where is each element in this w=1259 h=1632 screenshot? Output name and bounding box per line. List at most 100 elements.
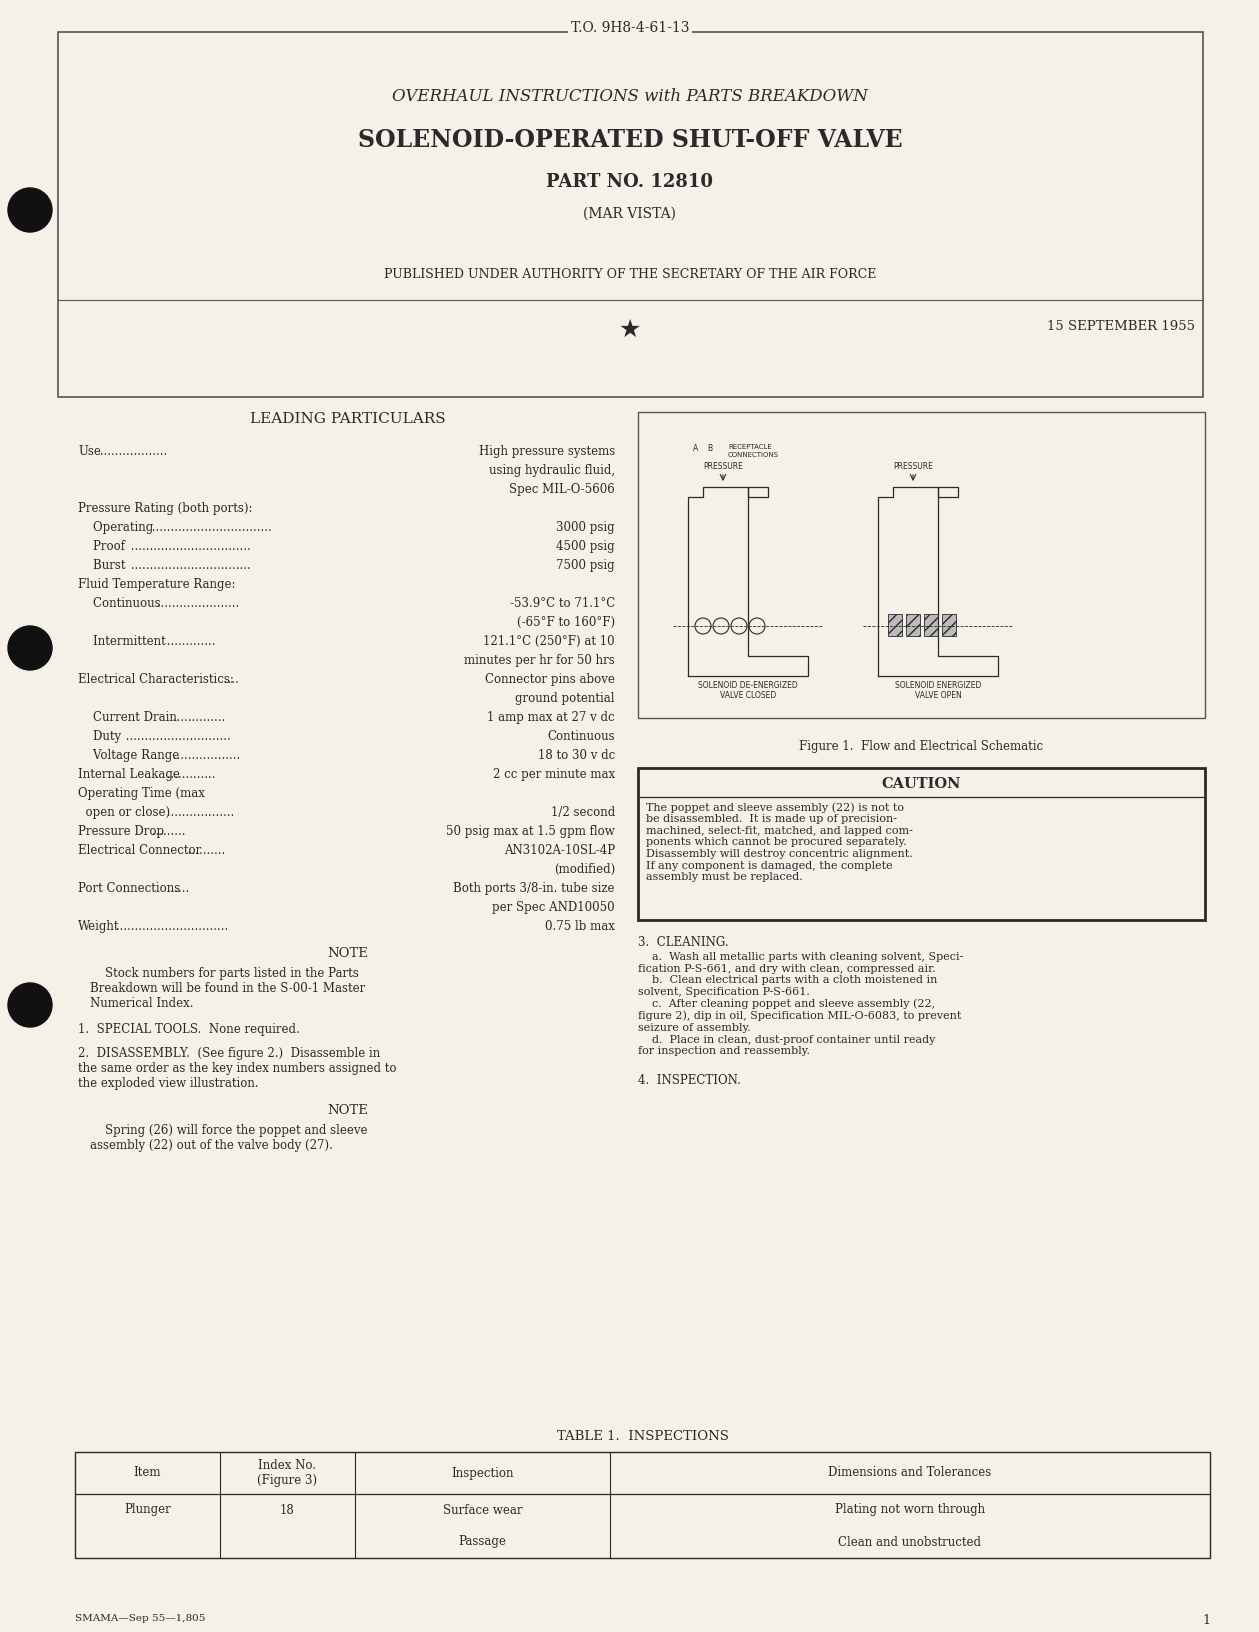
Text: AN3102A-10SL-4P: AN3102A-10SL-4P [504, 844, 614, 857]
Text: SOLENOID ENERGIZED: SOLENOID ENERGIZED [895, 681, 981, 690]
Text: ................................: ................................ [127, 560, 254, 571]
Text: ..............: .............. [169, 712, 229, 725]
Text: CAUTION: CAUTION [881, 777, 962, 792]
Text: (MAR VISTA): (MAR VISTA) [583, 207, 676, 220]
Text: 2.  DISASSEMBLY.  (See figure 2.)  Disassemble in
the same order as the key inde: 2. DISASSEMBLY. (See figure 2.) Disassem… [78, 1048, 397, 1090]
Text: Pressure Drop: Pressure Drop [78, 826, 164, 837]
Text: Operating Time (max: Operating Time (max [78, 787, 205, 800]
Text: ..............................: .............................. [112, 920, 232, 934]
Text: Internal Leakage: Internal Leakage [78, 769, 180, 782]
Text: .............: ............. [164, 769, 219, 782]
Text: per Spec AND10050: per Spec AND10050 [492, 901, 614, 914]
Text: Clean and unobstructed: Clean and unobstructed [838, 1536, 982, 1549]
Text: ..........: .......... [184, 844, 229, 857]
Text: PUBLISHED UNDER AUTHORITY OF THE SECRETARY OF THE AIR FORCE: PUBLISHED UNDER AUTHORITY OF THE SECRETA… [384, 268, 876, 281]
Bar [638, 769, 1205, 920]
Text: Voltage Range: Voltage Range [78, 749, 179, 762]
Text: Operating: Operating [78, 521, 154, 534]
Text: ......: ...... [164, 881, 194, 894]
Circle shape [8, 627, 52, 671]
Text: Inspection: Inspection [451, 1467, 514, 1480]
Text: The poppet and sleeve assembly (22) is not to
be disassembled.  It is made up of: The poppet and sleeve assembly (22) is n… [646, 801, 913, 883]
Text: using hydraulic fluid,: using hydraulic fluid, [488, 463, 614, 477]
Text: Duty: Duty [78, 730, 121, 743]
Text: CONNECTIONS: CONNECTIONS [728, 452, 779, 459]
Text: Burst: Burst [78, 560, 126, 571]
Text: Spec MIL-O-5606: Spec MIL-O-5606 [509, 483, 614, 496]
Bar [58, 33, 1204, 397]
Text: NOTE: NOTE [327, 1103, 369, 1116]
Text: 4.  INSPECTION.: 4. INSPECTION. [638, 1074, 740, 1087]
Text: Spring (26) will force the poppet and sleeve
assembly (22) out of the valve body: Spring (26) will force the poppet and sl… [89, 1124, 368, 1152]
Text: 3.  CLEANING.: 3. CLEANING. [638, 937, 729, 948]
Text: SOLENOID DE-ENERGIZED: SOLENOID DE-ENERGIZED [699, 681, 798, 690]
Text: High pressure systems: High pressure systems [478, 446, 614, 459]
Text: OVERHAUL INSTRUCTIONS with PARTS BREAKDOWN: OVERHAUL INSTRUCTIONS with PARTS BREAKDO… [392, 88, 867, 104]
Text: PRESSURE: PRESSURE [703, 462, 743, 472]
Bar [888, 614, 901, 636]
Text: .............: ............. [164, 635, 219, 648]
Text: 1: 1 [1202, 1614, 1210, 1627]
Text: ................................: ................................ [149, 521, 276, 534]
Text: Continuous: Continuous [548, 730, 614, 743]
Text: NOTE: NOTE [327, 947, 369, 960]
Text: LEADING PARTICULARS: LEADING PARTICULARS [251, 411, 446, 426]
Text: 15 SEPTEMBER 1955: 15 SEPTEMBER 1955 [1047, 320, 1195, 333]
Text: Port Connections: Port Connections [78, 881, 180, 894]
Text: VALVE OPEN: VALVE OPEN [914, 690, 962, 700]
Text: ............................: ............................ [122, 730, 234, 743]
Text: 1/2 second: 1/2 second [550, 806, 614, 819]
Text: Continuous: Continuous [78, 597, 161, 610]
Text: RECEPTACLE: RECEPTACLE [728, 444, 772, 450]
Text: Stock numbers for parts listed in the Parts
Breakdown will be found in the S-00-: Stock numbers for parts listed in the Pa… [89, 968, 365, 1010]
Text: ................................: ................................ [127, 540, 254, 553]
Text: ....: .... [220, 672, 243, 685]
Text: (modified): (modified) [554, 863, 614, 876]
Text: Passage: Passage [458, 1536, 506, 1549]
Text: SOLENOID-OPERATED SHUT-OFF VALVE: SOLENOID-OPERATED SHUT-OFF VALVE [358, 127, 903, 152]
Text: T.O. 9H8-4-61-13: T.O. 9H8-4-61-13 [570, 21, 689, 34]
Text: open or close): open or close) [78, 806, 170, 819]
Text: Pressure Rating (both ports):: Pressure Rating (both ports): [78, 503, 253, 516]
Bar [906, 614, 920, 636]
Text: 0.75 lb max: 0.75 lb max [545, 920, 614, 934]
Text: ★: ★ [619, 318, 641, 343]
Text: Weight: Weight [78, 920, 120, 934]
Bar [924, 614, 938, 636]
Text: a.  Wash all metallic parts with cleaning solvent, Speci-
fication P-S-661, and : a. Wash all metallic parts with cleaning… [638, 951, 963, 1056]
Text: 3000 psig: 3000 psig [556, 521, 614, 534]
Text: ......................: ...................... [154, 597, 243, 610]
Text: 50 psig max at 1.5 gpm flow: 50 psig max at 1.5 gpm flow [446, 826, 614, 837]
Text: Proof: Proof [78, 540, 125, 553]
Text: 1.  SPECIAL TOOLS.  None required.: 1. SPECIAL TOOLS. None required. [78, 1023, 300, 1036]
Circle shape [8, 982, 52, 1027]
Text: -53.9°C to 71.1°C: -53.9°C to 71.1°C [510, 597, 614, 610]
Text: VALVE CLOSED: VALVE CLOSED [720, 690, 776, 700]
Text: Connector pins above: Connector pins above [485, 672, 614, 685]
Text: PRESSURE: PRESSURE [893, 462, 933, 472]
Text: Plating not worn through: Plating not worn through [835, 1503, 985, 1516]
Text: Intermittent: Intermittent [78, 635, 166, 648]
Text: A: A [694, 444, 699, 454]
Text: Use: Use [78, 446, 101, 459]
Text: 1 amp max at 27 v dc: 1 amp max at 27 v dc [487, 712, 614, 725]
Text: Item: Item [133, 1467, 161, 1480]
Text: TABLE 1.  INSPECTIONS: TABLE 1. INSPECTIONS [556, 1430, 729, 1443]
Text: .........: ......... [149, 826, 189, 837]
Text: 18 to 30 v dc: 18 to 30 v dc [538, 749, 614, 762]
Text: Electrical Connector: Electrical Connector [78, 844, 201, 857]
Text: minutes per hr for 50 hrs: minutes per hr for 50 hrs [465, 654, 614, 667]
Text: Plunger: Plunger [125, 1503, 171, 1516]
Text: 121.1°C (250°F) at 10: 121.1°C (250°F) at 10 [483, 635, 614, 648]
Text: Surface wear: Surface wear [443, 1503, 522, 1516]
Text: ..................: .................. [169, 749, 243, 762]
Bar [638, 411, 1205, 718]
Text: 7500 psig: 7500 psig [556, 560, 614, 571]
Bar [76, 1452, 1210, 1559]
Circle shape [8, 188, 52, 232]
Text: ..................: .................. [97, 446, 171, 459]
Text: 18: 18 [279, 1503, 295, 1516]
Text: B: B [708, 444, 713, 454]
Text: ground potential: ground potential [515, 692, 614, 705]
Text: (-65°F to 160°F): (-65°F to 160°F) [517, 615, 614, 628]
